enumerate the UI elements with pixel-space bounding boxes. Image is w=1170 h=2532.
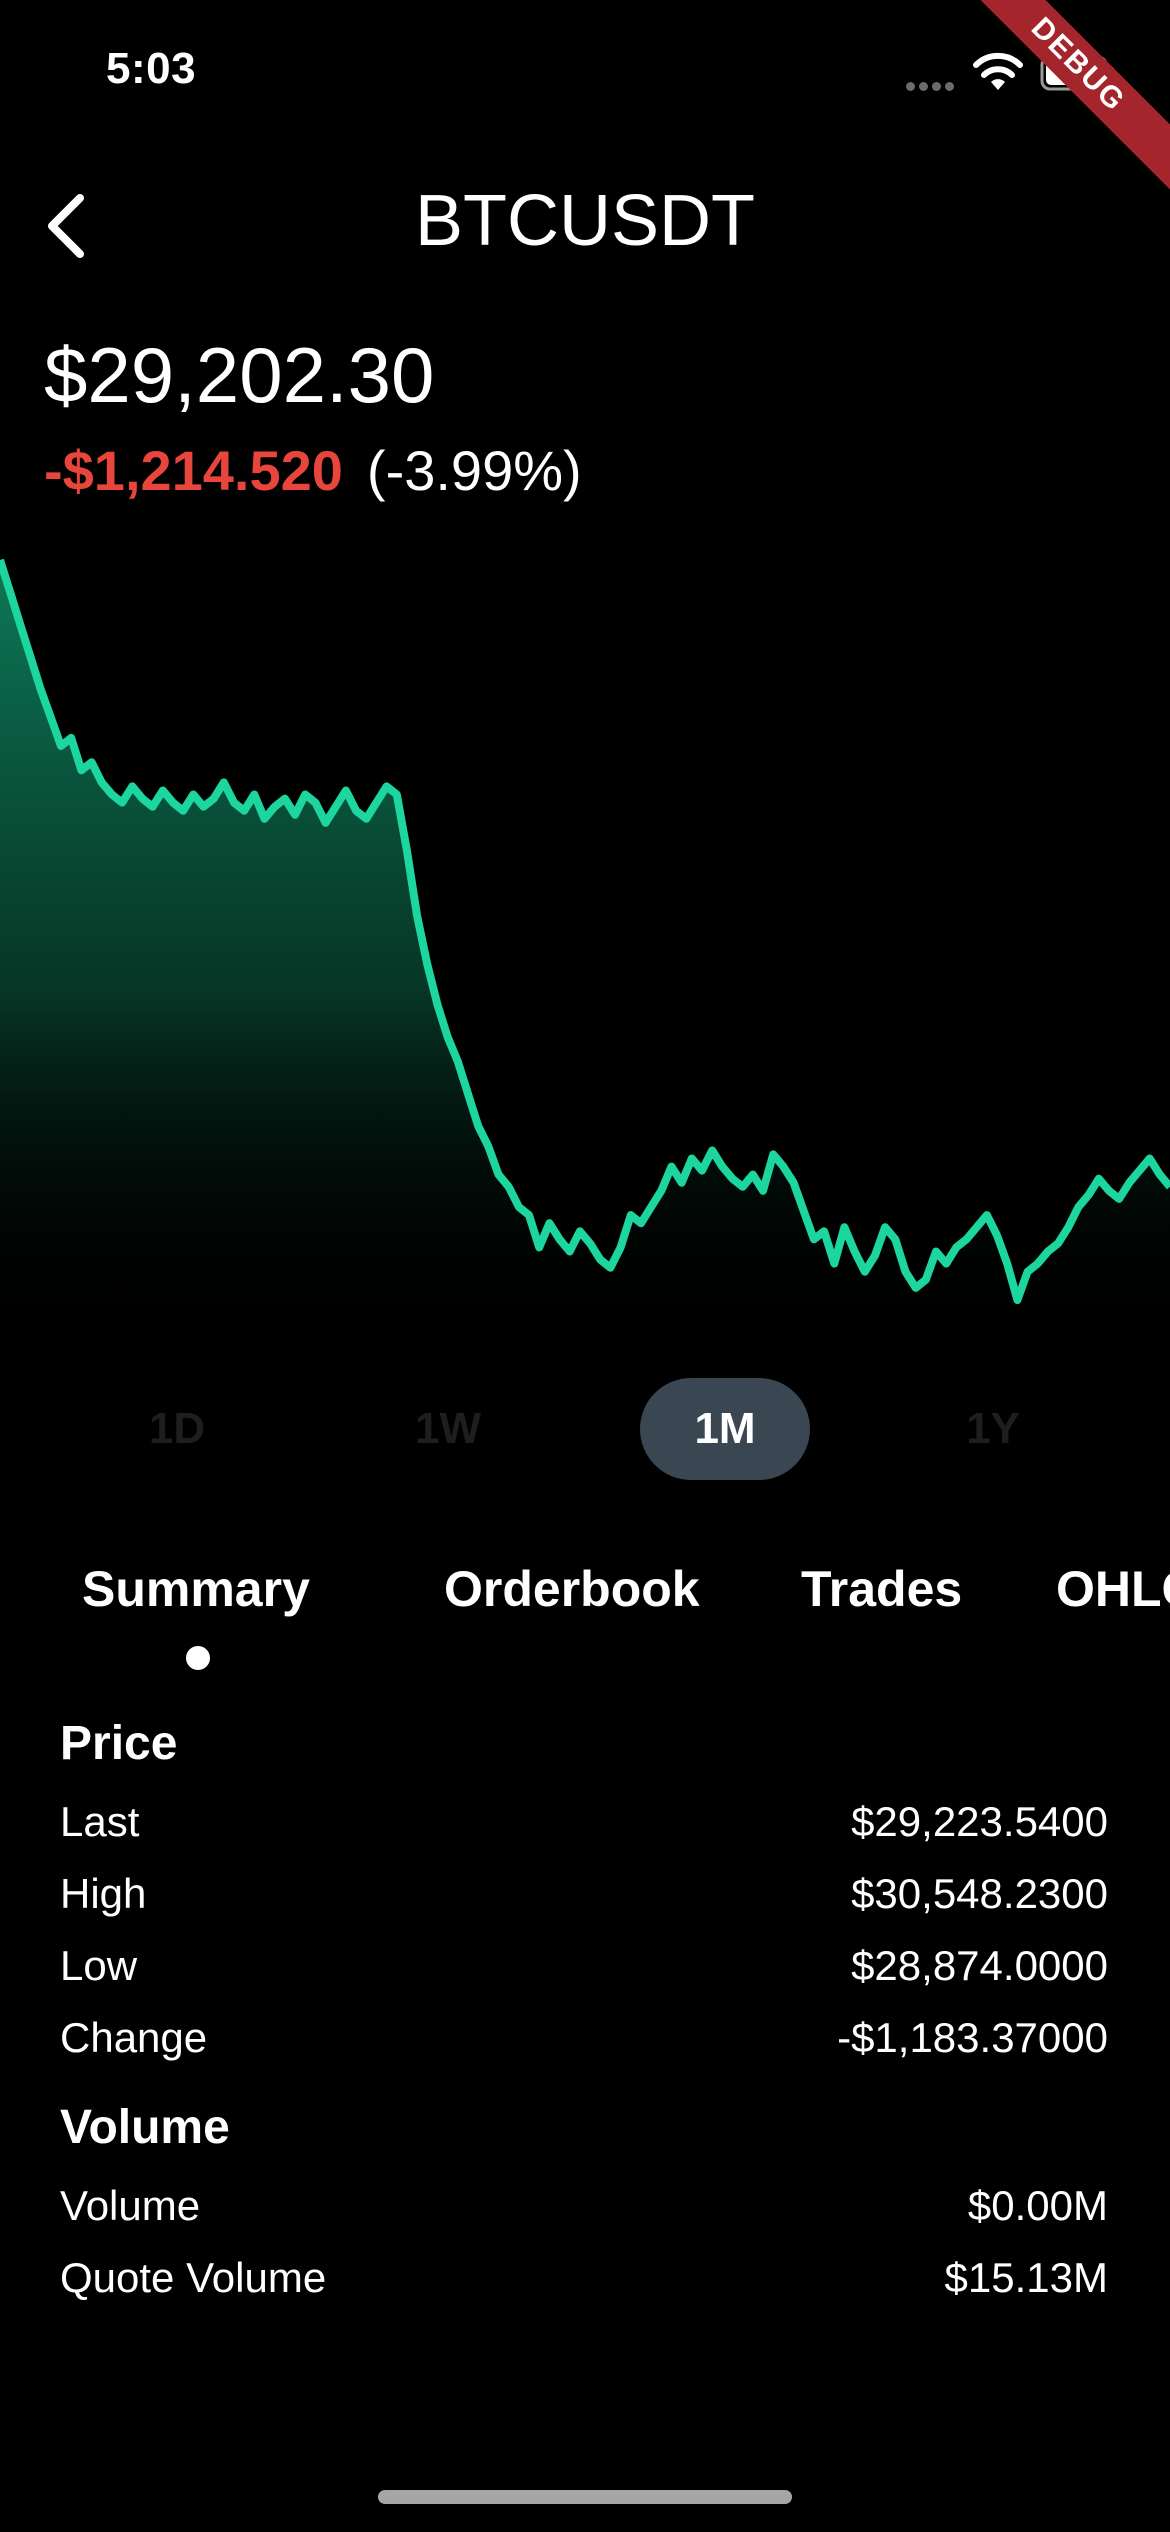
change-label: Change	[60, 2014, 208, 2061]
volume-section-title: Volume	[60, 2101, 230, 2154]
current-price: $29,202.30	[44, 331, 435, 419]
high-label: High	[60, 1870, 147, 1917]
low-label: Low	[60, 1942, 138, 1989]
range-1w-button[interactable]: 1W	[415, 1404, 481, 1453]
range-1m-button[interactable]: 1M	[640, 1378, 810, 1480]
status-time: 5:03	[106, 44, 197, 93]
chart-line	[0, 558, 1170, 1304]
tab-summary[interactable]: Summary	[82, 1561, 310, 1617]
last-value: $29,223.5400	[851, 1798, 1108, 1845]
back-chevron-icon[interactable]	[40, 190, 100, 262]
home-indicator	[378, 2490, 792, 2504]
quote-volume-value: $15.13M	[944, 2254, 1108, 2301]
low-value: $28,874.0000	[851, 1942, 1108, 1989]
quote-volume-label: Quote Volume	[60, 2254, 327, 2301]
cellular-signal-icon	[906, 78, 962, 91]
debug-banner: DEBUG	[934, 0, 1170, 209]
volume-label: Volume	[60, 2182, 201, 2229]
active-tab-indicator	[186, 1646, 210, 1670]
range-1y-button[interactable]: 1Y	[966, 1404, 1020, 1453]
wifi-icon	[973, 52, 1023, 90]
tab-orderbook[interactable]: Orderbook	[444, 1561, 700, 1617]
last-label: Last	[60, 1798, 140, 1845]
price-change-percent: (-3.99%)	[366, 439, 582, 502]
price-chart[interactable]	[0, 540, 1170, 1340]
price-section-title: Price	[60, 1717, 178, 1770]
tab-trades[interactable]: Trades	[801, 1561, 963, 1617]
high-value: $30,548.2300	[851, 1870, 1108, 1917]
page-title: BTCUSDT	[415, 181, 755, 261]
price-change-row: -$1,214.520 (-3.99%)	[44, 438, 582, 503]
volume-value: $0.00M	[967, 2182, 1108, 2229]
range-1d-button[interactable]: 1D	[148, 1404, 206, 1453]
price-change-amount: -$1,214.520	[44, 439, 343, 502]
tab-ohlc[interactable]: OHLC	[1056, 1561, 1170, 1617]
chart-area-fill	[0, 560, 1170, 1340]
change-value: -$1,183.37000	[837, 2014, 1108, 2061]
